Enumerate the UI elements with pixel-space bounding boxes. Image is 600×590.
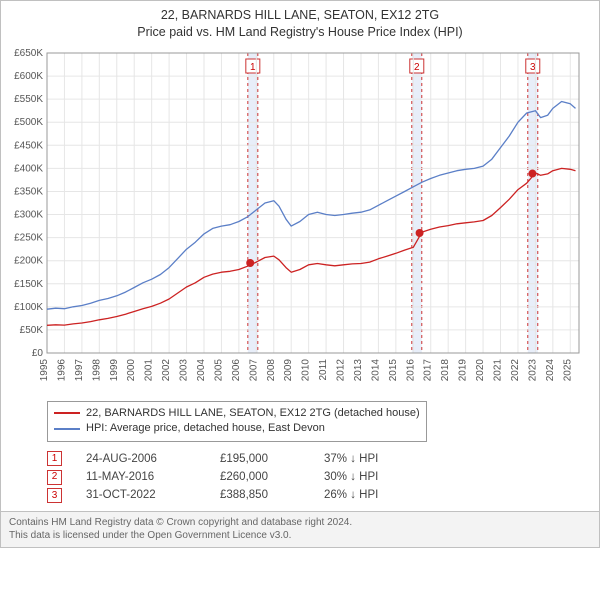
svg-text:£400K: £400K [14, 163, 43, 174]
sale-date: 31-OCT-2022 [86, 486, 196, 504]
svg-text:2000: 2000 [126, 358, 137, 381]
svg-text:2016: 2016 [405, 358, 416, 381]
svg-text:£0: £0 [32, 348, 44, 359]
svg-text:1995: 1995 [39, 358, 50, 381]
sale-marker-2: 2 [47, 470, 62, 485]
sale-date: 24-AUG-2006 [86, 450, 196, 468]
svg-text:2017: 2017 [423, 358, 434, 381]
footer-line2: This data is licensed under the Open Gov… [9, 529, 591, 543]
svg-text:2010: 2010 [301, 358, 312, 381]
svg-text:£250K: £250K [14, 232, 43, 243]
title-subtitle: Price paid vs. HM Land Registry's House … [5, 24, 595, 41]
sales-table: 1 24-AUG-2006 £195,000 37% ↓ HPI 2 11-MA… [47, 450, 589, 505]
sale-price: £388,850 [220, 486, 300, 504]
svg-text:2022: 2022 [510, 358, 521, 381]
svg-text:2005: 2005 [213, 358, 224, 381]
svg-text:£350K: £350K [14, 186, 43, 197]
chart-container: 22, BARNARDS HILL LANE, SEATON, EX12 2TG… [0, 0, 600, 548]
svg-text:1: 1 [250, 62, 256, 73]
svg-text:2: 2 [414, 62, 420, 73]
svg-text:2023: 2023 [527, 358, 538, 381]
chart: 123£0£50K£100K£150K£200K£250K£300K£350K£… [1, 45, 599, 395]
svg-text:2009: 2009 [283, 358, 294, 381]
svg-text:£550K: £550K [14, 94, 43, 105]
svg-text:£150K: £150K [14, 279, 43, 290]
svg-text:2021: 2021 [493, 358, 504, 381]
legend-row-blue: HPI: Average price, detached house, East… [54, 421, 420, 436]
sale-price: £195,000 [220, 450, 300, 468]
sale-delta: 30% ↓ HPI [324, 468, 378, 486]
svg-text:1997: 1997 [74, 358, 85, 381]
svg-text:2002: 2002 [161, 358, 172, 381]
chart-svg: 123£0£50K£100K£150K£200K£250K£300K£350K£… [1, 45, 589, 395]
svg-text:£100K: £100K [14, 302, 43, 313]
sale-delta: 37% ↓ HPI [324, 450, 378, 468]
sale-marker-1: 1 [47, 451, 62, 466]
svg-text:2018: 2018 [440, 358, 451, 381]
sale-price: £260,000 [220, 468, 300, 486]
legend: 22, BARNARDS HILL LANE, SEATON, EX12 2TG… [47, 401, 427, 442]
table-row: 2 11-MAY-2016 £260,000 30% ↓ HPI [47, 468, 589, 486]
svg-text:2011: 2011 [318, 358, 329, 380]
legend-swatch-red [54, 412, 80, 414]
svg-text:2001: 2001 [144, 358, 155, 381]
title-block: 22, BARNARDS HILL LANE, SEATON, EX12 2TG… [1, 1, 599, 45]
svg-text:1999: 1999 [109, 358, 120, 381]
legend-label-blue: HPI: Average price, detached house, East… [86, 421, 325, 436]
svg-text:£200K: £200K [14, 255, 43, 266]
svg-text:2013: 2013 [353, 358, 364, 381]
svg-text:£650K: £650K [14, 48, 43, 59]
svg-text:£500K: £500K [14, 117, 43, 128]
sale-delta: 26% ↓ HPI [324, 486, 378, 504]
svg-text:2015: 2015 [388, 358, 399, 381]
sale-marker-3: 3 [47, 488, 62, 503]
svg-text:2003: 2003 [179, 358, 190, 381]
legend-label-red: 22, BARNARDS HILL LANE, SEATON, EX12 2TG… [86, 406, 420, 421]
svg-text:2020: 2020 [475, 358, 486, 381]
svg-text:1996: 1996 [56, 358, 67, 381]
svg-text:£300K: £300K [14, 209, 43, 220]
table-row: 1 24-AUG-2006 £195,000 37% ↓ HPI [47, 450, 589, 468]
title-address: 22, BARNARDS HILL LANE, SEATON, EX12 2TG [5, 7, 595, 24]
svg-text:2025: 2025 [562, 358, 573, 381]
svg-text:2014: 2014 [370, 358, 381, 381]
table-row: 3 31-OCT-2022 £388,850 26% ↓ HPI [47, 486, 589, 504]
svg-text:2004: 2004 [196, 358, 207, 381]
svg-text:£600K: £600K [14, 71, 43, 82]
legend-row-red: 22, BARNARDS HILL LANE, SEATON, EX12 2TG… [54, 406, 420, 421]
footer: Contains HM Land Registry data © Crown c… [1, 511, 599, 547]
svg-text:2019: 2019 [458, 358, 469, 381]
sale-date: 11-MAY-2016 [86, 468, 196, 486]
svg-text:2008: 2008 [266, 358, 277, 381]
svg-text:2012: 2012 [336, 358, 347, 381]
svg-text:2006: 2006 [231, 358, 242, 381]
svg-text:1998: 1998 [91, 358, 102, 381]
footer-line1: Contains HM Land Registry data © Crown c… [9, 516, 591, 530]
svg-text:£50K: £50K [20, 325, 44, 336]
legend-swatch-blue [54, 428, 80, 430]
svg-text:2007: 2007 [248, 358, 259, 381]
svg-text:£450K: £450K [14, 140, 43, 151]
svg-text:2024: 2024 [545, 358, 556, 381]
